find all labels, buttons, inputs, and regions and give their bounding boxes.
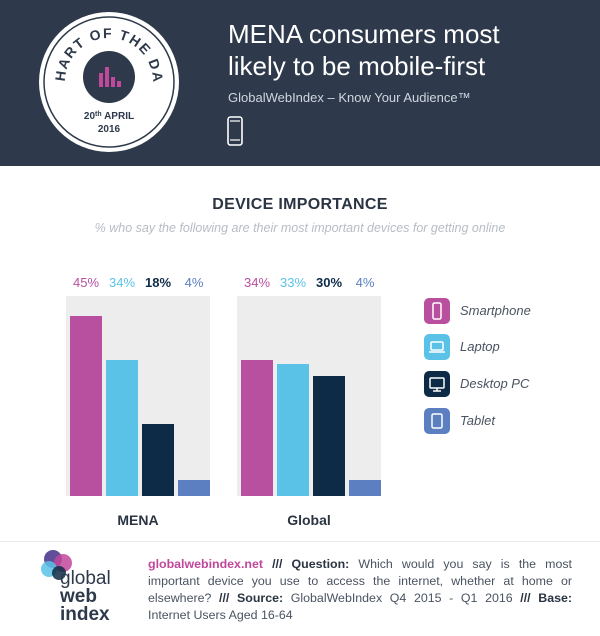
tablet-icon bbox=[431, 413, 443, 429]
question-label: Question: bbox=[291, 557, 350, 571]
value-label-global-smartphone: 34% bbox=[244, 275, 270, 290]
bar-global-smartphone bbox=[241, 360, 273, 496]
logo-line-3: index bbox=[60, 604, 110, 625]
group-label-mena: MENA bbox=[117, 512, 158, 528]
footer-divider bbox=[0, 541, 600, 542]
logo-line-2: web bbox=[60, 586, 97, 607]
logo-line-1: global bbox=[60, 568, 111, 589]
base-text: Internet Users Aged 16-64 bbox=[148, 608, 293, 622]
legend-label-smartphone: Smartphone bbox=[460, 303, 531, 318]
legend-swatch-laptop bbox=[424, 334, 450, 360]
globalwebindex-logo bbox=[41, 550, 72, 580]
bar-mena-desktop-pc bbox=[142, 424, 174, 496]
bar-mena-laptop bbox=[106, 360, 138, 496]
value-label-global-desktop-pc: 30% bbox=[316, 275, 342, 290]
source-text: GlobalWebIndex Q4 2015 - Q1 2016 bbox=[283, 591, 513, 605]
device-importance-chart: 45% 34% 18% 4% MENA 34% 33% 30% 4% Global bbox=[66, 275, 381, 528]
badge-month: APRIL bbox=[104, 111, 134, 122]
bar-mena-tablet bbox=[178, 480, 210, 496]
bar-global-desktop-pc bbox=[313, 376, 345, 496]
header-banner: CHART OF THE DAY 20th APRIL 2016 MENA co… bbox=[0, 0, 600, 166]
sep-2: /// bbox=[211, 591, 237, 605]
legend-label-laptop: Laptop bbox=[460, 339, 500, 354]
site-link[interactable]: globalwebindex.net bbox=[148, 557, 263, 571]
desktop-icon bbox=[429, 377, 445, 392]
title-line-1: MENA consumers most bbox=[228, 19, 500, 49]
legend-swatch-desktop bbox=[424, 371, 450, 397]
badge-year: 2016 bbox=[98, 124, 121, 135]
legend-swatch-tablet bbox=[424, 408, 450, 434]
legend-item-desktop: Desktop PC bbox=[424, 371, 584, 397]
smartphone-icon bbox=[227, 116, 243, 146]
footnote: globalwebindex.net /// Question: Which w… bbox=[148, 556, 572, 624]
smartphone-icon bbox=[432, 302, 442, 320]
legend-item-tablet: Tablet bbox=[424, 408, 584, 434]
bar-global-tablet bbox=[349, 480, 381, 496]
header-source: GlobalWebIndex – Know Your Audience™ bbox=[228, 90, 471, 105]
source-label: Source: bbox=[236, 591, 284, 605]
legend-label-tablet: Tablet bbox=[460, 413, 495, 428]
legend-item-smartphone: Smartphone bbox=[424, 298, 584, 324]
title-line-2: likely to be mobile-first bbox=[228, 51, 486, 81]
bar-mena-smartphone bbox=[70, 316, 102, 496]
legend-swatch-smartphone bbox=[424, 298, 450, 324]
value-label-mena-laptop: 34% bbox=[109, 275, 135, 290]
legend-item-laptop: Laptop bbox=[424, 334, 584, 360]
bar-chart-icon bbox=[99, 67, 121, 87]
chart-of-the-day-badge: CHART OF THE DAY 20th APRIL 2016 bbox=[38, 11, 179, 152]
sep-1: /// bbox=[262, 557, 292, 571]
badge-day-suffix: th bbox=[95, 111, 102, 118]
logo-wordmark: global web index bbox=[60, 568, 111, 625]
group-label-global: Global bbox=[287, 512, 331, 528]
sep-3: /// bbox=[512, 591, 539, 605]
value-label-global-laptop: 33% bbox=[280, 275, 306, 290]
value-label-mena-desktop-pc: 18% bbox=[145, 275, 171, 290]
badge-day: 20 bbox=[84, 111, 96, 122]
bar-global-laptop bbox=[277, 364, 309, 496]
value-label-mena-smartphone: 45% bbox=[73, 275, 99, 290]
svg-text:20th APRIL: 20th APRIL bbox=[84, 111, 134, 122]
question-text: Which would you say is the most importan… bbox=[148, 557, 572, 605]
chart-subtitle: % who say the following are their most i… bbox=[94, 221, 506, 235]
page-title: MENA consumers most likely to be mobile-… bbox=[228, 18, 588, 82]
value-label-global-tablet: 4% bbox=[356, 275, 375, 290]
value-label-mena-tablet: 4% bbox=[185, 275, 204, 290]
base-label: Base: bbox=[538, 591, 572, 605]
legend-label-desktop: Desktop PC bbox=[460, 376, 530, 391]
laptop-icon bbox=[429, 341, 445, 353]
chart-title: DEVICE IMPORTANCE bbox=[212, 196, 388, 213]
